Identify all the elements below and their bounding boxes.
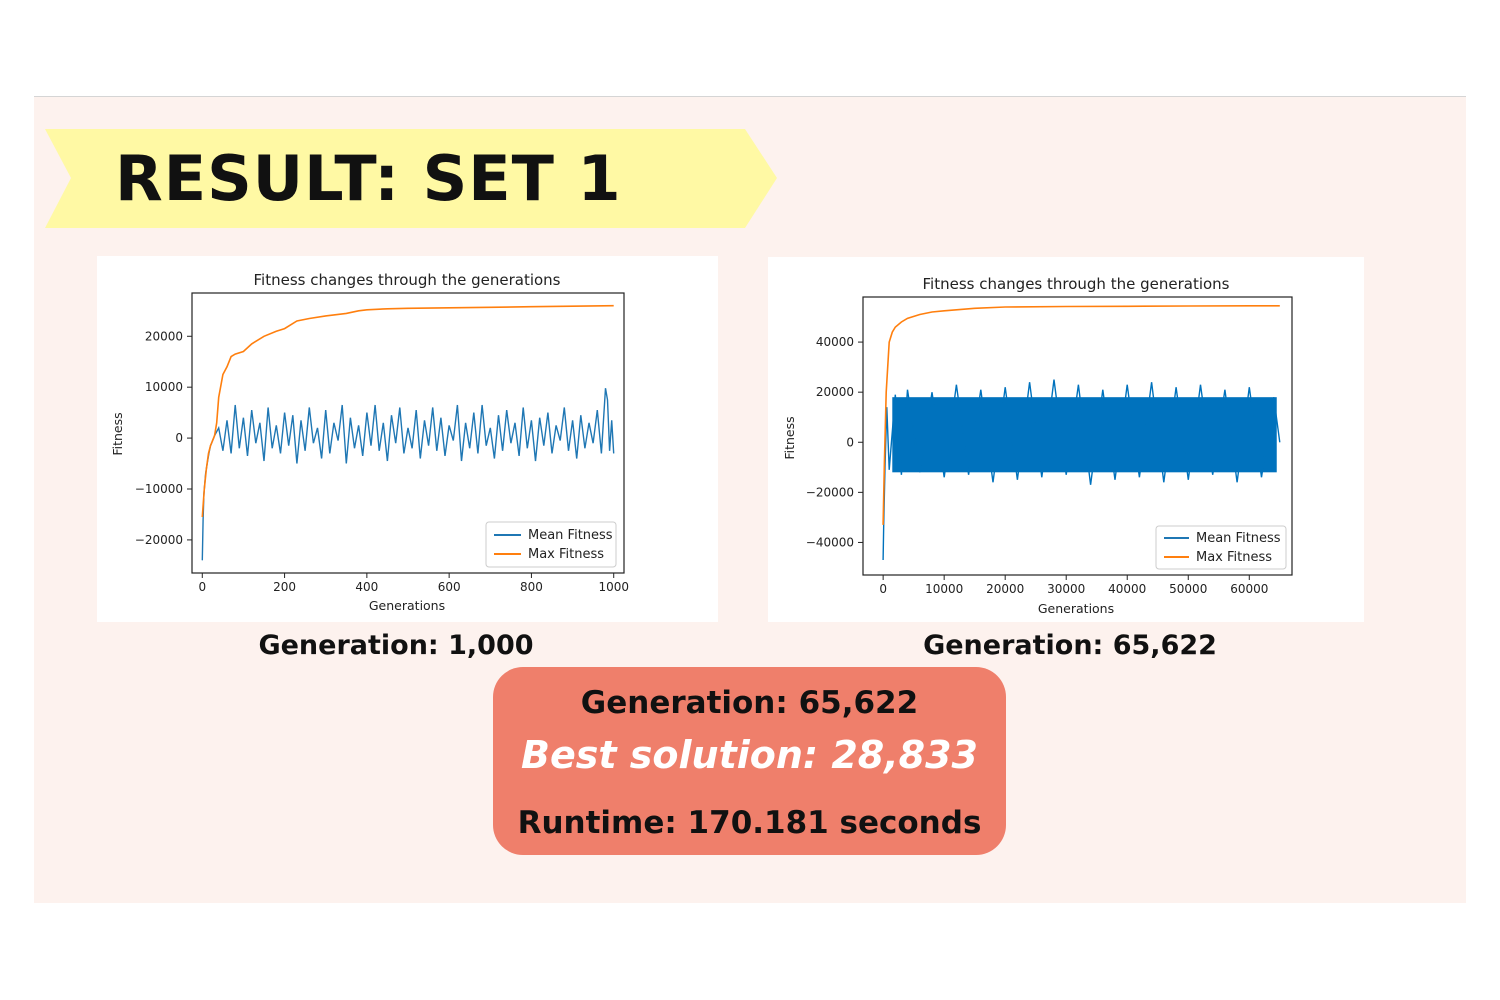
title-banner: RESULT: SET 1 — [45, 129, 777, 228]
y-tick-label: 0 — [175, 431, 183, 445]
summary-runtime: Runtime: 170.181 seconds — [517, 805, 982, 841]
y-tick-label: −20000 — [135, 533, 183, 547]
legend-box — [1155, 525, 1287, 570]
x-tick-label: 200 — [273, 580, 296, 594]
y-tick-label: 0 — [846, 435, 854, 449]
fitness-chart-left: Fitness changes through the generations … — [110, 271, 629, 613]
axis-ticks: 0 10000 20000 30000 40000 50000 60000 −40000 −20… — [806, 335, 1269, 596]
chart-card-right: Fitness changes through the generations … — [768, 257, 1364, 622]
y-tick-label: 20000 — [816, 385, 854, 399]
slide-title: RESULT: SET 1 — [115, 142, 622, 215]
legend-box — [485, 521, 617, 568]
series-line-max-fitness — [201, 304, 614, 518]
x-tick-label: 0 — [879, 582, 887, 596]
x-axis-label: Generations — [369, 598, 445, 613]
y-axis-label: Fitness — [110, 412, 125, 455]
x-tick-label: 50000 — [1169, 582, 1207, 596]
chart-title: Fitness changes through the generations — [254, 271, 561, 289]
x-tick-label: 1000 — [598, 580, 629, 594]
plot-frame — [191, 292, 625, 574]
series-mean-fitness — [882, 379, 1281, 561]
banner-shape — [45, 129, 777, 228]
x-tick-label: 600 — [438, 580, 461, 594]
plot-frame — [862, 296, 1293, 576]
summary-generation: Generation: 65,622 — [580, 685, 919, 721]
series-max-fitness — [201, 304, 614, 518]
y-axis-label: Fitness — [782, 416, 797, 459]
legend: Mean Fitness Max Fitness — [485, 521, 617, 568]
x-tick-label: 60000 — [1230, 582, 1268, 596]
legend-label-max-fitness: Max Fitness — [1196, 550, 1272, 565]
legend-label-mean-fitness: Mean Fitness — [1196, 531, 1281, 546]
x-tick-label: 40000 — [1108, 582, 1146, 596]
series-line-max-fitness — [882, 304, 1280, 525]
x-axis-label: Generations — [1038, 601, 1114, 616]
axis-ticks: 0 200 400 600 800 1000 −20000 −10000 0 10000 20000 — [135, 329, 629, 594]
fitness-chart-right: Fitness changes through the generations … — [782, 275, 1293, 616]
caption-left-generation: Generation: 1,000 — [258, 630, 534, 661]
legend: Mean Fitness Max Fitness — [1155, 525, 1287, 570]
legend-label-max-fitness: Max Fitness — [528, 547, 604, 562]
caption-right-generation: Generation: 65,622 — [923, 630, 1217, 661]
x-tick-label: 20000 — [986, 582, 1024, 596]
x-tick-label: 0 — [198, 580, 206, 594]
y-tick-label: −40000 — [806, 535, 854, 549]
series-line-mean-fitness — [882, 379, 1281, 561]
series-line-mean-fitness — [201, 388, 615, 561]
summary-best-solution: Best solution: 28,833 — [521, 733, 978, 777]
x-tick-label: 30000 — [1047, 582, 1085, 596]
y-tick-label: 20000 — [145, 329, 183, 343]
x-tick-label: 800 — [520, 580, 543, 594]
top-divider-line — [34, 96, 1466, 97]
x-tick-label: 10000 — [925, 582, 963, 596]
banner-arrow-shape — [45, 129, 777, 228]
chart-title: Fitness changes through the generations — [923, 275, 1230, 293]
legend-label-mean-fitness: Mean Fitness — [528, 528, 613, 543]
chart-card-left: Fitness changes through the generations … — [97, 256, 718, 622]
series-max-fitness — [882, 304, 1280, 525]
x-tick-label: 400 — [355, 580, 378, 594]
y-tick-label: 10000 — [145, 380, 183, 394]
y-tick-label: −10000 — [135, 482, 183, 496]
y-tick-label: −20000 — [806, 485, 854, 499]
y-tick-label: 40000 — [816, 335, 854, 349]
summary-box: Generation: 65,622 Best solution: 28,833… — [493, 667, 1006, 855]
series-mean-fitness — [201, 388, 615, 561]
